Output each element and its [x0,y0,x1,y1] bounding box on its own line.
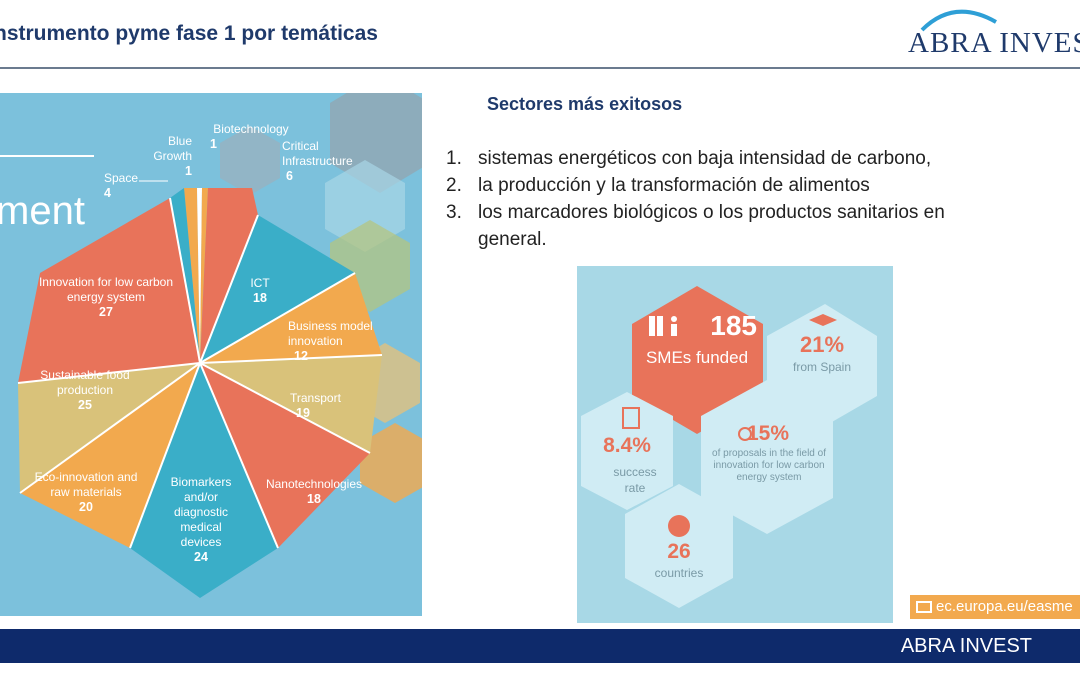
countries-number: 26 [667,540,691,563]
sector-label: Space 4 [103,171,139,200]
monitor-icon [916,601,932,613]
footer-bar: ABRA INVEST [0,629,1080,663]
logo: ABRA INVEST [908,27,1080,59]
sector-label: Innovation for low carbon energy system 2… [38,275,174,319]
sector-label: Nanotechnologies 18 [265,477,363,506]
sector-label: Critical Infrastructure 6 [282,139,353,183]
page-title: nstrumento pyme fase 1 por temáticas [0,22,378,45]
proposals-percent: 15% [747,422,790,445]
sector-label: Eco-innovation and raw materials 20 [34,470,138,514]
sector-hexagon-chart: ment Biotechnology 1 Blue Growth 1 Critica… [0,93,422,616]
stats-infographic: 185 SMEs funded 21% from Spain 8.4% succ… [577,266,893,623]
spain-label: from Spain [792,360,852,374]
sector-label: Business model innovation 12 [288,319,373,363]
spain-percent: 21% [799,332,845,357]
list-item: 2. la producción y la transformación de a… [446,175,870,196]
countries-label: countries [654,566,704,580]
list-item: 3. los marcadores biológicos o los produc… [446,202,945,250]
smes-label: SMEs funded [645,348,749,367]
sectores-title: Sectores más exitosos [487,94,683,114]
sector-label: Sustainable food production 25 [40,368,130,412]
sector-label: ICT 18 [250,276,270,305]
logo-arc [920,9,997,32]
easme-link-text: ec.europa.eu/easme [936,598,1073,615]
proposals-label: of proposals in the field of innovation … [712,448,826,483]
panel-heading: ment [0,189,85,233]
header-divider [0,67,1080,69]
list-item: 1. sistemas energéticos con baja intensid… [446,148,932,169]
easme-link[interactable]: ec.europa.eu/easme [910,595,1080,619]
success-label: success rate [613,465,657,495]
sector-label: Biomarkers and/or diagnostic medical dev… [170,475,232,564]
success-percent: 8.4% [603,434,651,457]
sectores-list: 1. sistemas energéticos con baja intensid… [446,145,1026,253]
sector-label: Biotechnology 1 [210,122,289,151]
sector-label: Transport 19 [290,391,341,420]
sector-label: Blue Growth 1 [153,134,192,178]
smes-number: 185 [710,310,757,341]
footer-brand: ABRA INVEST [900,635,1032,657]
